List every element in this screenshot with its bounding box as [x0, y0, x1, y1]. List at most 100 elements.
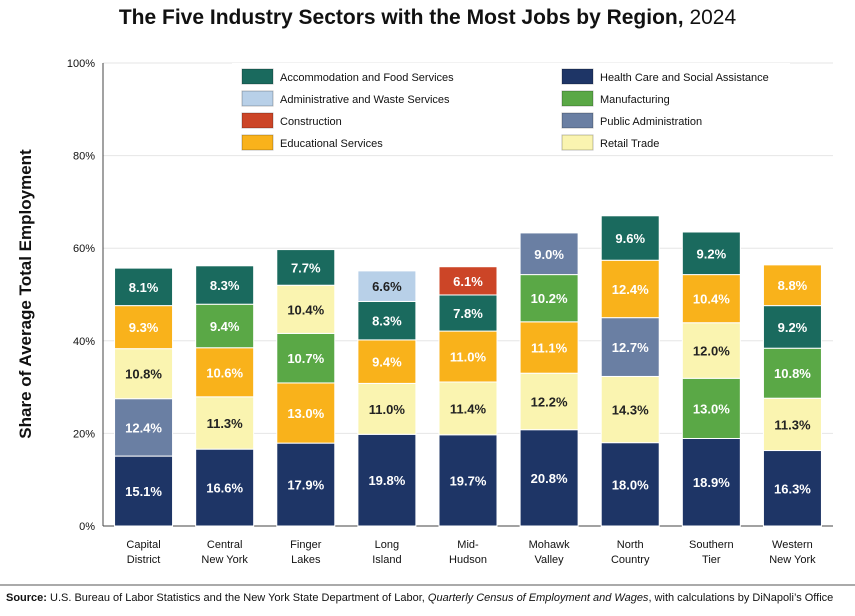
data-label: 12.0% — [693, 344, 730, 359]
data-label: 11.1% — [531, 341, 568, 356]
data-label: 18.9% — [693, 475, 730, 490]
bar-segment-retail — [357, 382, 417, 435]
data-label: 13.0% — [693, 401, 730, 416]
bar-segment-retail — [438, 381, 498, 436]
source-text: U.S. Bureau of Labor Statistics and the … — [46, 592, 428, 604]
chart-title: The Five Industry Sectors with the Most … — [0, 6, 855, 30]
data-label: 8.8% — [778, 278, 808, 293]
data-label: 12.4% — [125, 420, 162, 435]
title-year: 2024 — [689, 6, 737, 29]
bar-segment-accom — [681, 231, 741, 276]
bar-segment-retail — [276, 284, 336, 334]
y-tick-label: 0% — [79, 521, 95, 533]
legend-label-accom: Accommodation and Food Services — [280, 72, 454, 84]
y-tick-label: 100% — [67, 58, 95, 70]
bar-segment-pa — [519, 232, 579, 276]
data-label: 16.3% — [774, 481, 811, 496]
bar-segment-accom — [114, 267, 174, 307]
bar-segment-hc — [357, 433, 417, 527]
data-label: 18.0% — [612, 477, 649, 492]
data-label: 6.6% — [372, 279, 402, 294]
bar-segment-edu — [600, 259, 660, 319]
bar-segment-retail — [762, 397, 822, 452]
bar-segment-retail — [519, 372, 579, 431]
x-tick-label: Long — [375, 539, 399, 551]
data-label: 20.8% — [531, 471, 568, 486]
bar-segment-hc — [438, 434, 498, 527]
data-label: 8.3% — [372, 314, 402, 329]
data-label: 6.1% — [453, 274, 483, 289]
y-tick-label: 40% — [73, 336, 95, 348]
bar-segment-accom — [276, 249, 336, 286]
legend-label-pa: Public Administration — [600, 116, 702, 128]
x-tick-label: Tier — [702, 554, 721, 566]
data-label: 9.4% — [372, 355, 402, 370]
data-label: 9.4% — [210, 319, 240, 334]
data-label: 17.9% — [287, 478, 324, 493]
legend-label-hc: Health Care and Social Assistance — [600, 72, 769, 84]
legend-label-edu: Educational Services — [280, 138, 383, 150]
x-tick-label: Country — [611, 554, 650, 566]
legend-swatch-pa — [561, 112, 594, 129]
data-label: 9.6% — [615, 231, 645, 246]
x-tick-label: New York — [769, 554, 816, 566]
data-label: 15.1% — [125, 484, 162, 499]
y-tick-label: 80% — [73, 151, 95, 163]
data-label: 10.2% — [531, 291, 568, 306]
bar-segment-admin — [357, 270, 417, 302]
data-label: 11.0% — [450, 350, 487, 365]
legend-swatch-mfg — [561, 90, 594, 107]
data-label: 11.3% — [774, 417, 811, 432]
data-label: 9.2% — [697, 246, 727, 261]
data-label: 19.7% — [450, 473, 487, 488]
data-label: 14.3% — [612, 403, 649, 418]
bar-segment-mfg — [681, 377, 741, 439]
data-label: 10.4% — [693, 292, 730, 307]
bar-segment-accom — [357, 300, 417, 341]
bar-segment-hc — [276, 442, 336, 527]
data-label: 13.0% — [287, 406, 324, 421]
data-label: 10.8% — [125, 367, 162, 382]
bar-segment-retail — [114, 348, 174, 400]
bar-segment-accom — [600, 215, 660, 261]
source-label: Source: — [6, 592, 47, 604]
bar-segment-mfg — [276, 332, 336, 384]
data-label: 11.3% — [207, 416, 244, 431]
legend-label-retail: Retail Trade — [600, 138, 659, 150]
data-label: 10.7% — [287, 351, 324, 366]
bar-segment-edu — [357, 339, 417, 384]
data-label: 8.1% — [129, 280, 159, 295]
title-text: The Five Industry Sectors with the Most … — [118, 6, 684, 29]
data-label: 10.6% — [206, 365, 243, 380]
x-tick-label: North — [617, 539, 644, 551]
x-tick-label: District — [127, 554, 161, 566]
bar-segment-accom — [762, 305, 822, 349]
bar-segment-mfg — [195, 303, 255, 349]
x-tick-label: New York — [201, 554, 248, 566]
bar-segment-edu — [762, 264, 822, 307]
data-label: 12.4% — [612, 282, 649, 297]
bar-segment-edu — [681, 274, 741, 324]
legend-swatch-hc — [561, 68, 594, 85]
y-tick-label: 60% — [73, 243, 95, 255]
x-tick-label: Hudson — [449, 554, 487, 566]
x-tick-label: Western — [772, 539, 813, 551]
data-label: 12.2% — [531, 394, 568, 409]
data-label: 8.3% — [210, 278, 240, 293]
bar-segment-accom — [195, 265, 255, 305]
legend-label-mfg: Manufacturing — [600, 94, 670, 106]
legend-label-admin: Administrative and Waste Services — [280, 94, 450, 106]
y-tick-label: 20% — [73, 428, 95, 440]
bar-segment-edu — [195, 347, 255, 398]
data-label: 7.7% — [291, 260, 321, 275]
y-axis-label: Share of Average Total Employment — [16, 149, 35, 439]
x-tick-label: Central — [207, 539, 242, 551]
bar-segment-edu — [438, 330, 498, 383]
source-text-end: , with calculations by DiNapoli’s Office — [648, 592, 834, 604]
bar-segment-hc — [762, 450, 822, 527]
data-label: 9.3% — [129, 320, 159, 335]
legend-label-constr: Construction — [280, 116, 342, 128]
bar-segment-hc — [114, 455, 174, 527]
